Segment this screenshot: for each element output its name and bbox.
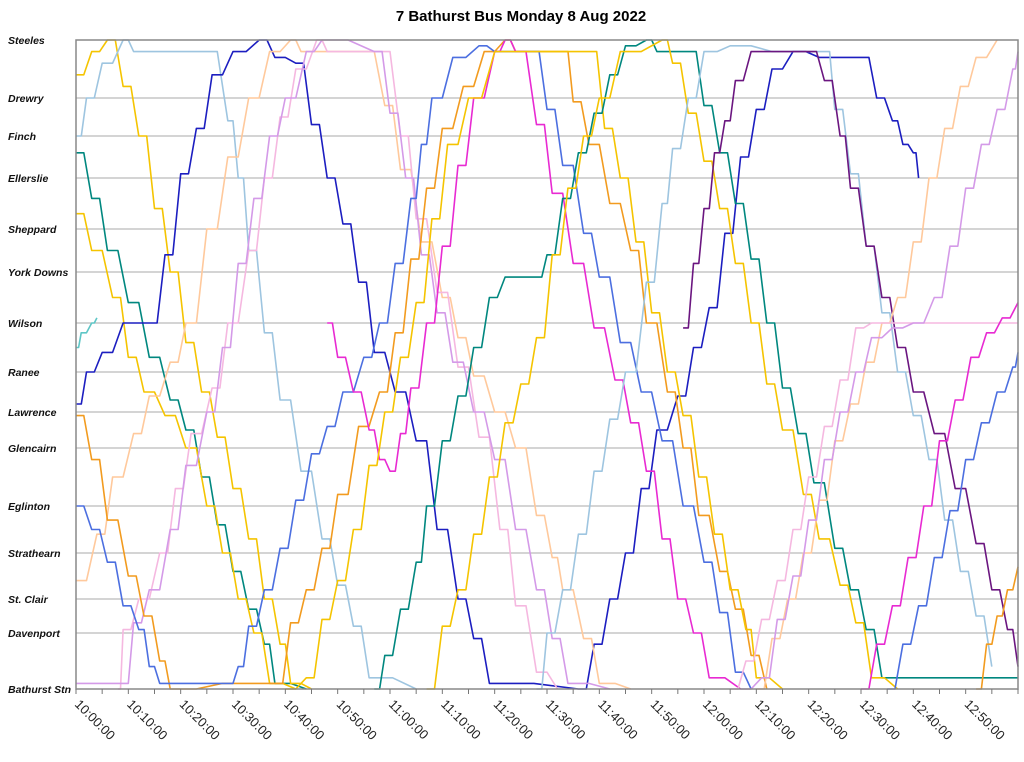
stop-label: Steeles (8, 35, 45, 47)
bus-trace-22 (976, 566, 1019, 690)
gridlines (76, 97, 1018, 634)
bus-trace-8 (76, 39, 611, 690)
stop-label: Sheppard (8, 224, 57, 236)
bus-trace-6 (76, 39, 631, 690)
bus-trace-4 (76, 212, 297, 690)
stop-label: Bathurst Stn (8, 684, 71, 696)
bus-trace-10 (76, 45, 752, 690)
x-tick-label: 11:30:00 (543, 697, 589, 743)
x-axis-labels: 10:00:00 10:10:00 10:20:00 10:30:00 10:40:00… (72, 697, 1008, 743)
stop-label: Drewry (8, 93, 45, 105)
bus-trace-7 (117, 39, 559, 690)
bus-trace-16 (683, 50, 1019, 667)
bus-trace-15 (536, 45, 993, 690)
bus-trace-19 (740, 51, 1019, 690)
x-tick-label: 12:20:00 (805, 697, 851, 743)
x-tick-label: 10:00:00 (72, 697, 118, 743)
bus-trace-14 (426, 39, 899, 690)
x-tick-label: 11:40:00 (595, 697, 641, 743)
bus-trace-20 (861, 302, 1019, 690)
x-tick-label: 12:30:00 (857, 697, 903, 743)
x-tick-label: 12:40:00 (909, 697, 955, 743)
stop-label: Ellerslie (8, 173, 48, 185)
stop-label: Strathearn (8, 548, 61, 560)
x-axis-ticks (75, 689, 1019, 694)
bus-trace-5 (76, 39, 920, 690)
bus-traces (76, 39, 1019, 690)
bus-trace-12 (285, 50, 784, 690)
stop-label: Eglinton (8, 501, 50, 513)
bus-trace-21 (887, 352, 1019, 690)
stop-label: Wilson (8, 318, 42, 330)
stop-label: Lawrence (8, 407, 57, 419)
chart-title: 7 Bathurst Bus Monday 8 Aug 2022 (395, 8, 647, 25)
bus-trace-3 (76, 39, 417, 690)
x-tick-label: 11:00:00 (386, 697, 432, 743)
plot-frame (75, 39, 1019, 690)
stop-label: Ranee (8, 367, 40, 379)
bus-trace-13 (374, 39, 1018, 690)
x-tick-label: 10:50:00 (334, 697, 380, 743)
x-tick-label: 12:00:00 (700, 697, 746, 743)
x-tick-label: 11:10:00 (438, 697, 484, 743)
stop-label: Davenport (8, 628, 60, 640)
x-tick-label: 11:50:00 (648, 697, 694, 743)
x-tick-label: 10:20:00 (177, 697, 223, 743)
stop-labels: Bathurst Stn Davenport St. Clair Strathearn… (8, 35, 71, 696)
stop-label: St. Clair (8, 594, 49, 606)
x-tick-label: 12:50:00 (962, 697, 1008, 743)
bus-trace-23 (76, 317, 98, 349)
bus-trace-18 (730, 322, 1018, 690)
bus-trace-17 (756, 39, 998, 690)
bus-trace-11 (327, 39, 742, 690)
x-tick-label: 11:20:00 (491, 697, 537, 743)
stop-label: York Downs (8, 267, 68, 279)
stop-label: Glencairn (8, 443, 56, 455)
x-tick-label: 10:40:00 (281, 697, 327, 743)
bus-trace-1 (76, 152, 307, 690)
x-tick-label: 10:10:00 (124, 697, 170, 743)
x-tick-label: 12:10:00 (752, 697, 798, 743)
x-tick-label: 10:30:00 (229, 697, 275, 743)
stop-label: Finch (8, 131, 36, 143)
